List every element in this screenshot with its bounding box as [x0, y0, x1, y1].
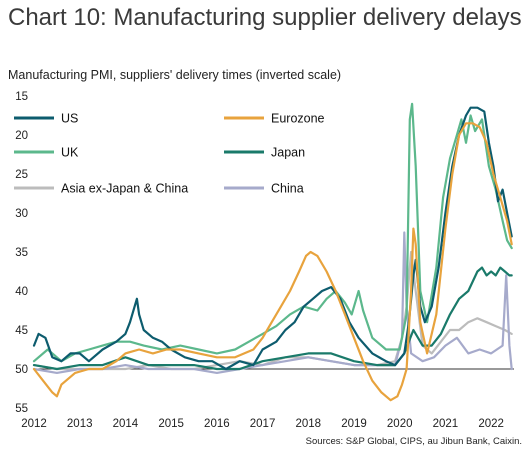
- x-tick-label: 2015: [158, 418, 184, 430]
- x-tick-label: 2020: [387, 418, 413, 430]
- x-tick-label: 2014: [113, 418, 139, 430]
- y-tick-label: 15: [15, 91, 28, 103]
- legend-label-eurozone: Eurozone: [271, 112, 325, 126]
- x-tick-label: 2017: [250, 418, 276, 430]
- y-tick-label: 45: [15, 325, 28, 337]
- x-tick-label: 2018: [295, 418, 321, 430]
- y-tick-label: 55: [15, 403, 28, 415]
- y-tick-label: 20: [15, 130, 28, 142]
- chart-source: Sources: S&P Global, CIPS, au Jibun Bank…: [305, 436, 522, 447]
- x-tick-label: 2016: [204, 418, 230, 430]
- legend-label-us: US: [61, 112, 78, 126]
- legend-label-china: China: [271, 182, 304, 196]
- legend-label-japan: Japan: [271, 146, 305, 160]
- legend-label-uk: UK: [61, 146, 79, 160]
- x-tick-label: 2012: [21, 418, 47, 430]
- y-tick-label: 40: [15, 286, 28, 298]
- series-line-eurozone: [32, 122, 513, 402]
- y-tick-label: 25: [15, 169, 28, 181]
- y-tick-label: 50: [15, 364, 28, 376]
- x-tick-label: 2021: [433, 418, 459, 430]
- y-tick-label: 35: [15, 247, 28, 259]
- series-line-uk: [32, 102, 513, 363]
- x-tick-label: 2022: [478, 418, 504, 430]
- x-tick-label: 2019: [341, 418, 367, 430]
- x-tick-label: 2013: [67, 418, 93, 430]
- chart-title: Chart 10: Manufacturing supplier deliver…: [8, 4, 522, 31]
- y-tick-label: 30: [15, 208, 28, 220]
- legend-label-asia-ex-japan-china: Asia ex-Japan & China: [61, 182, 188, 196]
- chart-subtitle: Manufacturing PMI, suppliers' delivery t…: [8, 68, 342, 82]
